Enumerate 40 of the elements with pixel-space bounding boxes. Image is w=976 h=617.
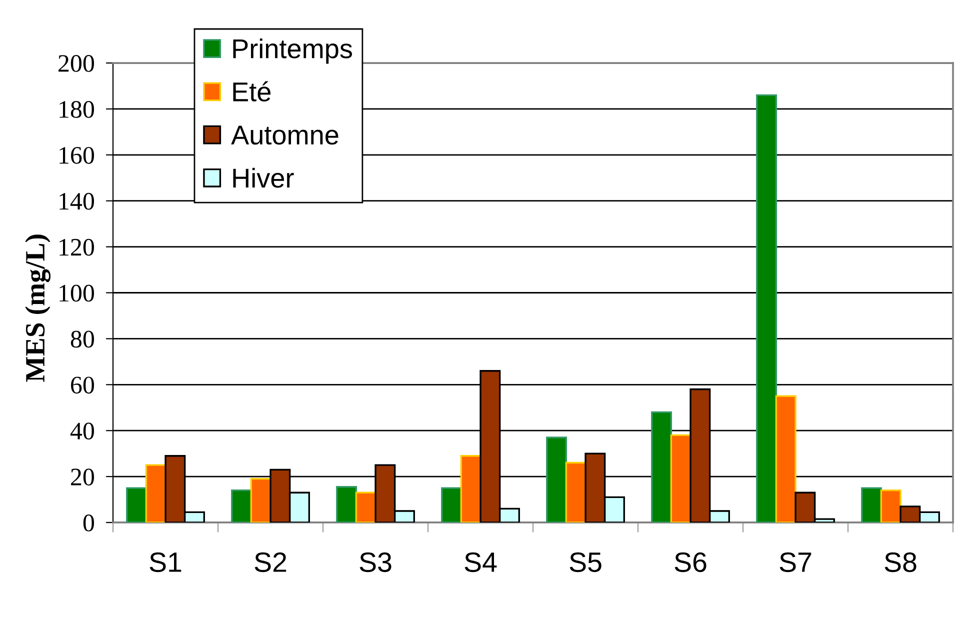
bar: [460, 455, 482, 522]
bar: [441, 487, 462, 522]
y-tick-label: 100: [60, 284, 94, 302]
x-tick-label: S6: [674, 552, 706, 572]
bar: [880, 490, 902, 522]
bar: [546, 436, 568, 522]
bar: [145, 464, 166, 522]
y-tick-label: 80: [70, 330, 94, 348]
bar: [670, 434, 692, 522]
bar: [126, 487, 148, 522]
x-tick-label: S7: [780, 552, 812, 572]
bar: [231, 490, 252, 522]
legend-label: Hiver: [233, 168, 294, 188]
legend-label: Eté: [233, 81, 270, 102]
y-tick-label: 60: [71, 376, 94, 394]
y-tick-label: 140: [60, 192, 94, 210]
bar: [756, 94, 778, 522]
x-tick-label: S8: [884, 552, 916, 572]
y-tick-label: 200: [58, 55, 94, 72]
bar: [336, 486, 358, 522]
y-tick-label: 20: [71, 468, 94, 486]
y-tick-label: 40: [70, 422, 94, 440]
y-axis-title: MES (mg/L): [25, 234, 50, 382]
x-tick-label: S1: [150, 552, 182, 572]
bar: [861, 487, 882, 522]
bar: [775, 395, 796, 522]
x-tick-label: S4: [464, 552, 497, 572]
bar: [651, 411, 672, 522]
y-tick-label: 120: [60, 238, 94, 256]
y-tick-label: 160: [60, 146, 94, 164]
bar: [355, 492, 376, 522]
legend-label: Printemps: [233, 38, 352, 64]
y-tick-label: 0: [83, 514, 94, 532]
y-tick-label: 180: [60, 101, 94, 118]
legend-label: Automne: [231, 126, 338, 145]
bar: [250, 478, 272, 522]
x-tick-label: S3: [360, 552, 392, 572]
x-tick-label: S2: [254, 552, 286, 572]
x-tick-label: S5: [570, 552, 602, 572]
bar: [565, 462, 586, 522]
